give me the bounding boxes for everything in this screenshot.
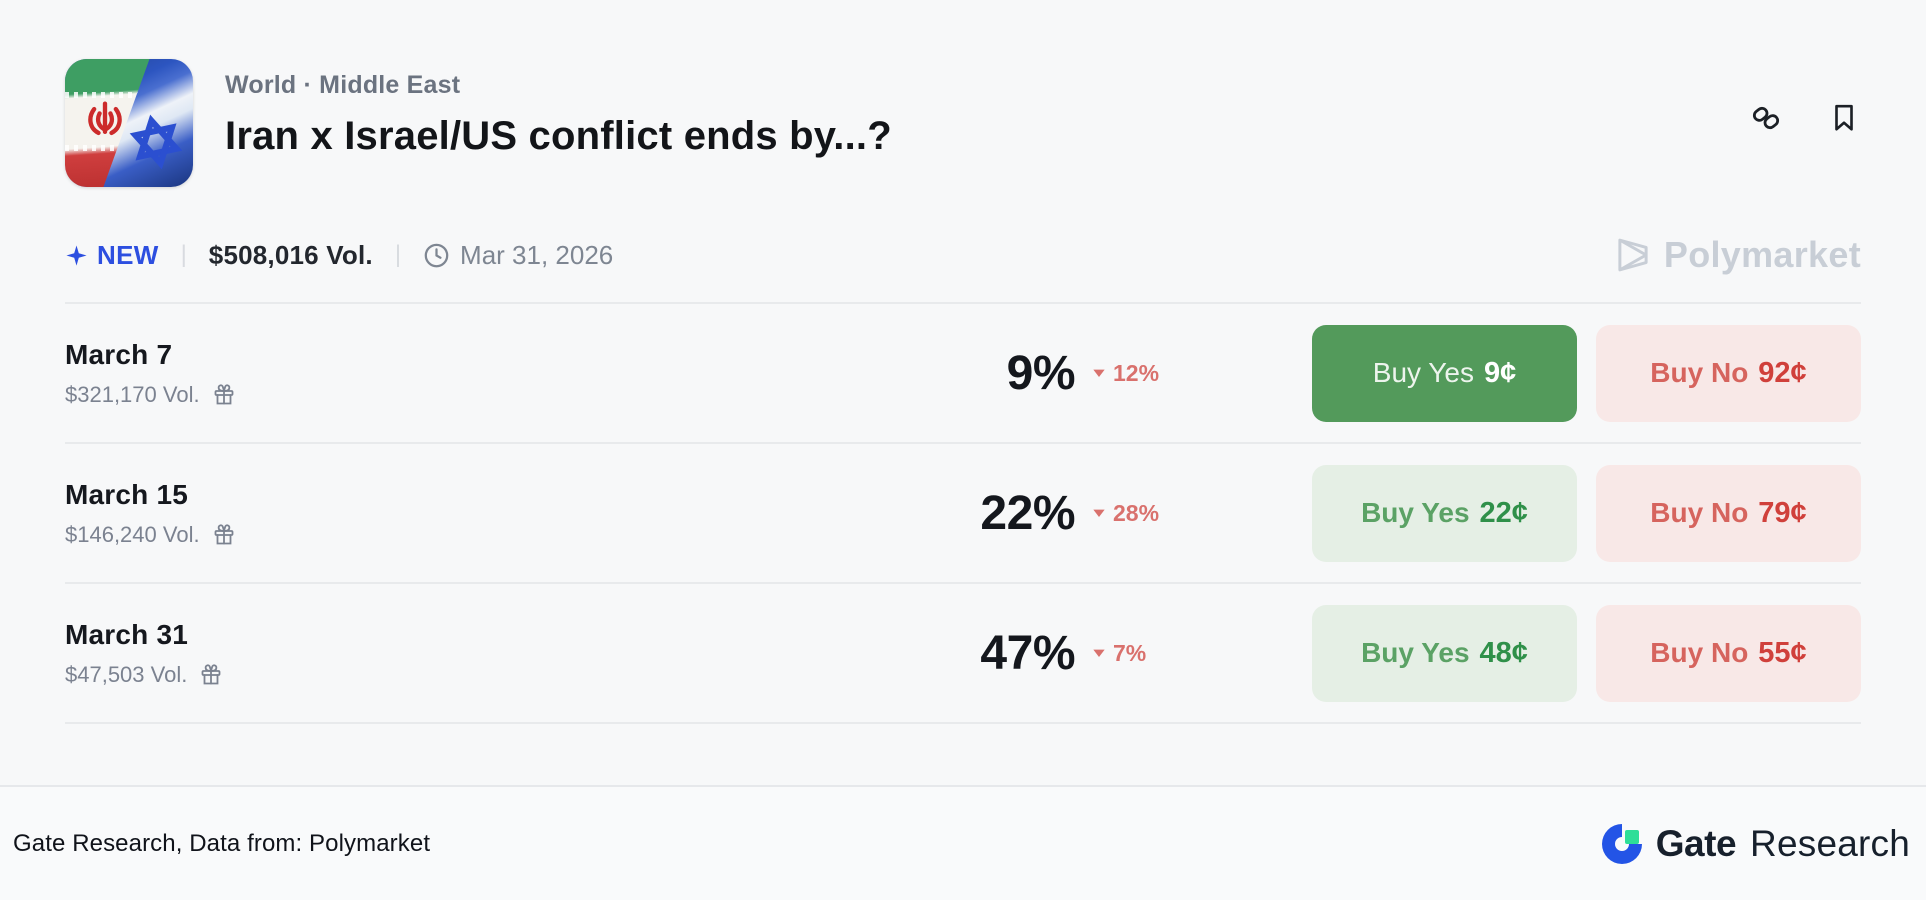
polymarket-wordmark: Polymarket — [1663, 234, 1861, 275]
change-indicator: 7% — [1091, 640, 1146, 667]
outcome-volume: $47,503 Vol. — [65, 662, 223, 688]
outcome-volume-label: $47,503 Vol. — [65, 661, 188, 687]
buy-no-label: Buy No — [1650, 497, 1749, 528]
buy-no-button[interactable]: Buy No 92¢ — [1596, 324, 1861, 422]
buy-no-button[interactable]: Buy No 79¢ — [1596, 464, 1861, 562]
copy-link-icon[interactable] — [1749, 101, 1783, 135]
change-indicator: 12% — [1091, 360, 1159, 387]
buy-yes-price: 22¢ — [1479, 496, 1528, 529]
new-badge: NEW — [65, 240, 159, 271]
buy-yes-label: Buy Yes — [1361, 497, 1470, 528]
buy-yes-price: 48¢ — [1479, 636, 1528, 669]
page-title: Iran x Israel/US conflict ends by...? — [225, 114, 892, 158]
chance-percent: 47% — [980, 626, 1075, 680]
buy-yes-price: 9¢ — [1483, 356, 1517, 389]
buy-no-button[interactable]: Buy No 55¢ — [1596, 604, 1861, 702]
outcome-name: March 7 — [65, 338, 173, 370]
arrow-down-icon — [1093, 649, 1105, 657]
arrow-down-icon — [1093, 369, 1105, 377]
footer: Gate Research, Data from: Polymarket Gat… — [0, 785, 1926, 900]
polymarket-watermark: Polymarket — [1612, 234, 1861, 276]
attribution-text: Gate Research, Data from: Polymarket — [13, 829, 431, 857]
buy-no-price: 92¢ — [1758, 356, 1807, 389]
outcome-name: March 31 — [65, 618, 188, 650]
end-date: Mar 31, 2026 — [423, 240, 613, 271]
market-row-march-7: March 7 $321,170 Vol. 9% 12% B — [65, 304, 1861, 444]
total-volume: $508,016 Vol. — [208, 239, 373, 270]
meta-row: NEW | $508,016 Vol. | Mar 31, 2026 Polym… — [65, 234, 1861, 276]
change-value: 7% — [1113, 639, 1147, 666]
gate-research-logo: Gate Research — [1598, 820, 1910, 868]
header: World · Middle East Iran x Israel/US con… — [65, 0, 1861, 187]
chance-percent: 22% — [980, 486, 1075, 540]
buy-yes-button[interactable]: Buy Yes 9¢ — [1312, 324, 1577, 422]
outcome-volume-label: $146,240 Vol. — [65, 521, 200, 547]
gate-icon — [1601, 823, 1642, 864]
gate-logo-bold: Gate — [1655, 822, 1737, 864]
breadcrumb: World · Middle East — [225, 71, 461, 99]
buy-no-price: 55¢ — [1758, 636, 1807, 669]
outcome-volume: $146,240 Vol. — [65, 522, 236, 548]
outcome-volume: $321,170 Vol. — [65, 382, 236, 408]
gift-icon[interactable] — [212, 523, 236, 547]
bookmark-icon[interactable] — [1827, 101, 1861, 135]
outcome-volume-label: $321,170 Vol. — [65, 381, 200, 407]
market-thumbnail-image — [65, 59, 193, 187]
change-value: 12% — [1113, 359, 1160, 386]
iran-flag-graphic — [65, 59, 150, 187]
buy-yes-button[interactable]: Buy Yes 22¢ — [1312, 464, 1577, 562]
buy-yes-button[interactable]: Buy Yes 48¢ — [1312, 604, 1577, 702]
buy-yes-label: Buy Yes — [1372, 357, 1474, 388]
arrow-down-icon — [1093, 509, 1105, 517]
buy-no-label: Buy No — [1650, 357, 1749, 388]
chance-percent: 9% — [1006, 346, 1076, 400]
buy-no-price: 79¢ — [1758, 496, 1807, 529]
market-row-march-15: March 15 $146,240 Vol. 22% 28% — [65, 444, 1861, 584]
meta-divider: | — [180, 241, 187, 268]
clock-icon — [424, 243, 449, 267]
star-of-david-icon — [129, 114, 183, 170]
change-value: 28% — [1113, 499, 1160, 526]
polymarket-icon — [1618, 238, 1648, 272]
market-row-march-31: March 31 $47,503 Vol. 47% 7% B — [65, 584, 1861, 724]
outcome-name: March 15 — [65, 478, 188, 510]
gift-icon[interactable] — [199, 663, 223, 687]
buy-yes-label: Buy Yes — [1361, 637, 1470, 668]
meta-divider: | — [394, 241, 402, 268]
iran-emblem-icon — [88, 101, 122, 136]
change-indicator: 28% — [1091, 500, 1159, 527]
section-divider — [65, 302, 1861, 304]
end-date-label: Mar 31, 2026 — [460, 239, 614, 270]
buy-no-label: Buy No — [1650, 637, 1749, 668]
new-badge-label: NEW — [97, 239, 159, 270]
gate-logo-regular: Research — [1750, 822, 1910, 864]
gift-icon[interactable] — [212, 383, 236, 407]
sparkle-icon — [66, 244, 87, 266]
